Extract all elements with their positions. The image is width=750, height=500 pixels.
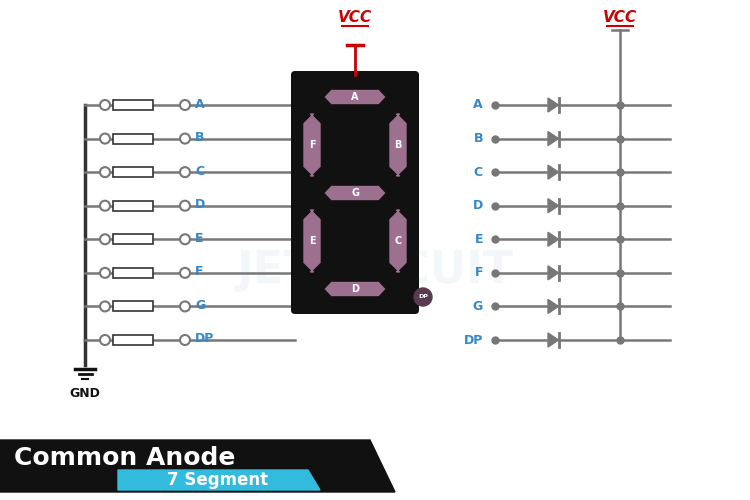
Text: A: A xyxy=(473,98,483,112)
Text: Common Anode: Common Anode xyxy=(14,446,236,470)
Circle shape xyxy=(180,335,190,345)
Polygon shape xyxy=(548,300,559,314)
Polygon shape xyxy=(548,165,559,179)
Circle shape xyxy=(414,288,432,306)
Text: D: D xyxy=(472,199,483,212)
Bar xyxy=(113,335,153,345)
Text: DP: DP xyxy=(418,294,428,300)
Circle shape xyxy=(100,134,110,143)
Circle shape xyxy=(180,167,190,177)
Bar xyxy=(113,100,153,110)
Polygon shape xyxy=(326,90,385,104)
FancyBboxPatch shape xyxy=(291,71,419,314)
Text: D: D xyxy=(351,284,359,294)
Circle shape xyxy=(180,234,190,244)
Bar xyxy=(113,134,153,143)
Polygon shape xyxy=(326,186,385,200)
Text: JETCIRCUIT: JETCIRCUIT xyxy=(236,248,514,292)
Polygon shape xyxy=(390,114,406,176)
Text: E: E xyxy=(195,232,203,245)
Bar xyxy=(113,302,153,312)
Text: GND: GND xyxy=(70,387,100,400)
Polygon shape xyxy=(548,232,559,246)
Circle shape xyxy=(180,200,190,210)
Circle shape xyxy=(100,302,110,312)
Polygon shape xyxy=(390,210,406,272)
Text: C: C xyxy=(474,166,483,178)
Text: VCC: VCC xyxy=(338,10,372,26)
Polygon shape xyxy=(548,132,559,145)
Polygon shape xyxy=(548,266,559,280)
Text: F: F xyxy=(309,140,315,150)
Text: G: G xyxy=(195,299,206,312)
Polygon shape xyxy=(0,440,395,492)
Text: DP: DP xyxy=(195,332,214,345)
Text: A: A xyxy=(195,98,205,110)
Bar xyxy=(113,234,153,244)
Text: VCC: VCC xyxy=(603,10,637,26)
Text: B: B xyxy=(195,131,205,144)
Circle shape xyxy=(180,100,190,110)
Bar xyxy=(113,167,153,177)
Text: G: G xyxy=(472,300,483,313)
Bar xyxy=(113,200,153,210)
Polygon shape xyxy=(304,210,320,272)
Polygon shape xyxy=(548,333,559,347)
Text: B: B xyxy=(394,140,402,150)
Circle shape xyxy=(100,100,110,110)
Circle shape xyxy=(180,268,190,278)
Circle shape xyxy=(100,268,110,278)
Circle shape xyxy=(100,167,110,177)
Text: G: G xyxy=(351,188,359,198)
Text: A: A xyxy=(351,92,358,102)
Circle shape xyxy=(100,234,110,244)
Circle shape xyxy=(180,302,190,312)
Bar xyxy=(113,268,153,278)
Text: F: F xyxy=(475,266,483,280)
Circle shape xyxy=(180,134,190,143)
Polygon shape xyxy=(326,282,385,296)
Polygon shape xyxy=(548,198,559,212)
Polygon shape xyxy=(304,114,320,176)
Circle shape xyxy=(100,200,110,210)
Text: E: E xyxy=(475,233,483,246)
Text: F: F xyxy=(195,266,203,278)
Text: C: C xyxy=(394,236,402,246)
Polygon shape xyxy=(118,470,320,490)
Circle shape xyxy=(100,335,110,345)
Text: DP: DP xyxy=(464,334,483,346)
Text: D: D xyxy=(195,198,206,211)
Text: E: E xyxy=(309,236,315,246)
Text: 7 Segment: 7 Segment xyxy=(167,471,268,489)
Polygon shape xyxy=(548,98,559,112)
Text: C: C xyxy=(195,164,204,177)
Text: B: B xyxy=(473,132,483,145)
